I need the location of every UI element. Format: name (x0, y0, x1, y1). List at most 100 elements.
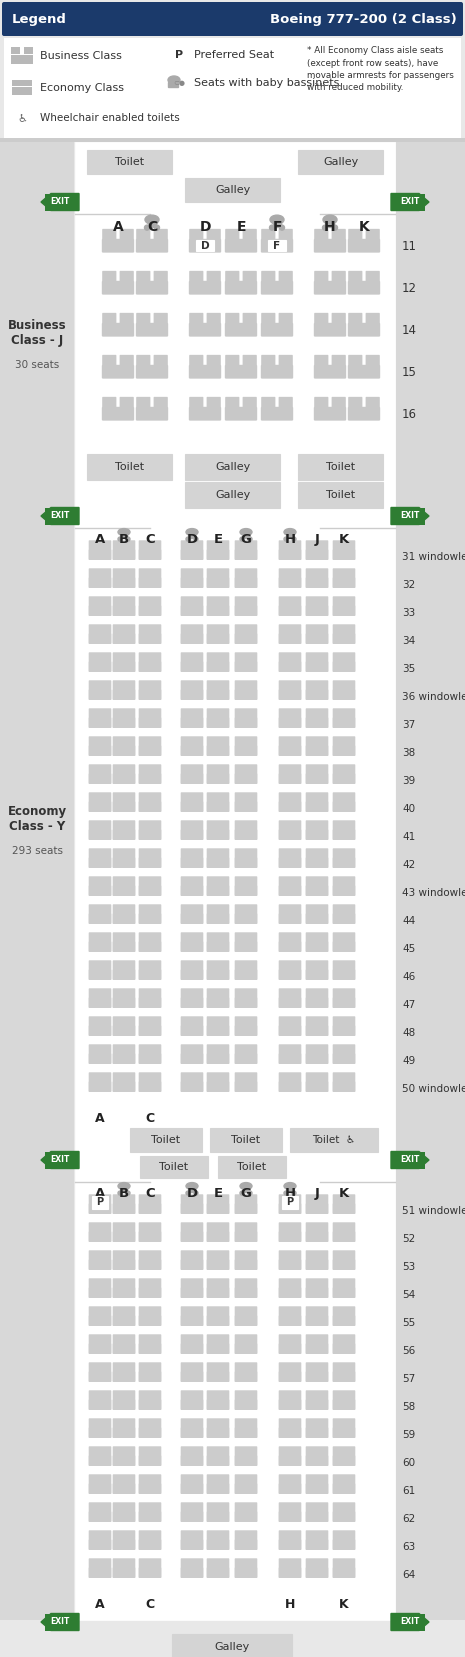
FancyBboxPatch shape (306, 828, 328, 840)
FancyBboxPatch shape (207, 540, 229, 550)
FancyBboxPatch shape (279, 1344, 301, 1354)
FancyBboxPatch shape (88, 1455, 112, 1466)
FancyBboxPatch shape (88, 633, 112, 645)
Text: 53: 53 (402, 1263, 415, 1273)
FancyBboxPatch shape (306, 577, 328, 588)
FancyBboxPatch shape (113, 597, 135, 605)
FancyBboxPatch shape (279, 969, 301, 979)
FancyBboxPatch shape (139, 708, 161, 717)
Bar (243, 534, 249, 537)
FancyBboxPatch shape (88, 1511, 112, 1523)
FancyBboxPatch shape (181, 653, 203, 661)
FancyBboxPatch shape (89, 1016, 111, 1026)
Text: 56: 56 (402, 1345, 415, 1355)
FancyBboxPatch shape (306, 1344, 328, 1354)
FancyBboxPatch shape (306, 568, 328, 577)
FancyBboxPatch shape (306, 1370, 328, 1382)
FancyBboxPatch shape (332, 1475, 355, 1483)
FancyBboxPatch shape (113, 933, 135, 941)
Bar (189, 1188, 195, 1191)
Ellipse shape (186, 529, 198, 535)
FancyBboxPatch shape (139, 1362, 161, 1372)
Circle shape (154, 225, 159, 230)
FancyBboxPatch shape (181, 1362, 203, 1372)
Bar (395, 194, 425, 210)
FancyBboxPatch shape (139, 625, 161, 633)
Text: D: D (199, 220, 211, 234)
FancyBboxPatch shape (234, 828, 258, 840)
FancyBboxPatch shape (235, 653, 257, 661)
Text: 15: 15 (402, 366, 417, 378)
Text: A: A (113, 220, 123, 234)
Circle shape (248, 1191, 252, 1195)
Text: 37: 37 (402, 721, 415, 731)
FancyBboxPatch shape (279, 1251, 301, 1259)
FancyBboxPatch shape (180, 800, 204, 812)
Bar (268, 240, 286, 252)
FancyBboxPatch shape (207, 1044, 229, 1054)
FancyBboxPatch shape (306, 1511, 328, 1523)
FancyBboxPatch shape (139, 1259, 161, 1269)
FancyBboxPatch shape (136, 365, 168, 379)
FancyBboxPatch shape (314, 229, 328, 240)
FancyBboxPatch shape (306, 877, 328, 885)
Text: 48: 48 (402, 1027, 415, 1037)
FancyBboxPatch shape (113, 568, 135, 577)
FancyBboxPatch shape (207, 1223, 229, 1231)
Bar (168, 81, 178, 88)
FancyBboxPatch shape (332, 885, 356, 896)
Circle shape (292, 537, 296, 542)
FancyBboxPatch shape (139, 1072, 161, 1082)
FancyBboxPatch shape (279, 717, 301, 727)
Circle shape (118, 1191, 122, 1195)
FancyBboxPatch shape (332, 998, 356, 1007)
Text: G: G (240, 534, 252, 547)
FancyBboxPatch shape (332, 270, 346, 282)
FancyBboxPatch shape (102, 355, 116, 366)
FancyBboxPatch shape (139, 998, 161, 1007)
FancyBboxPatch shape (89, 625, 111, 633)
FancyBboxPatch shape (306, 857, 328, 868)
FancyBboxPatch shape (279, 1044, 301, 1054)
FancyBboxPatch shape (89, 1195, 111, 1203)
FancyBboxPatch shape (181, 1016, 203, 1026)
FancyBboxPatch shape (207, 820, 229, 830)
FancyBboxPatch shape (279, 877, 301, 885)
Text: 45: 45 (402, 944, 415, 954)
FancyBboxPatch shape (181, 1195, 203, 1203)
FancyBboxPatch shape (113, 1203, 135, 1215)
Circle shape (126, 537, 130, 542)
FancyBboxPatch shape (88, 1316, 112, 1326)
FancyBboxPatch shape (89, 1334, 111, 1344)
FancyBboxPatch shape (332, 961, 355, 969)
Bar (45, 194, 75, 210)
FancyBboxPatch shape (332, 848, 355, 857)
FancyArrow shape (391, 194, 429, 210)
FancyBboxPatch shape (139, 568, 161, 577)
FancyBboxPatch shape (113, 1044, 135, 1054)
FancyBboxPatch shape (225, 313, 239, 323)
Text: F: F (273, 240, 280, 250)
FancyBboxPatch shape (139, 1455, 161, 1466)
FancyBboxPatch shape (235, 681, 257, 689)
FancyBboxPatch shape (139, 1447, 161, 1455)
FancyBboxPatch shape (279, 746, 301, 756)
FancyBboxPatch shape (139, 1390, 161, 1400)
Text: C: C (146, 1597, 154, 1611)
FancyArrow shape (391, 1614, 429, 1630)
Text: H: H (324, 220, 336, 234)
FancyBboxPatch shape (180, 717, 204, 727)
Circle shape (194, 537, 198, 542)
FancyBboxPatch shape (113, 828, 135, 840)
FancyBboxPatch shape (279, 1052, 301, 1064)
FancyBboxPatch shape (102, 323, 134, 336)
FancyBboxPatch shape (113, 548, 135, 560)
FancyBboxPatch shape (235, 764, 257, 774)
Text: Galley: Galley (215, 462, 250, 472)
Text: 39: 39 (402, 775, 415, 785)
FancyBboxPatch shape (139, 1427, 161, 1438)
FancyBboxPatch shape (113, 1251, 135, 1259)
FancyBboxPatch shape (139, 988, 161, 998)
FancyBboxPatch shape (206, 717, 230, 727)
FancyBboxPatch shape (332, 1344, 356, 1354)
